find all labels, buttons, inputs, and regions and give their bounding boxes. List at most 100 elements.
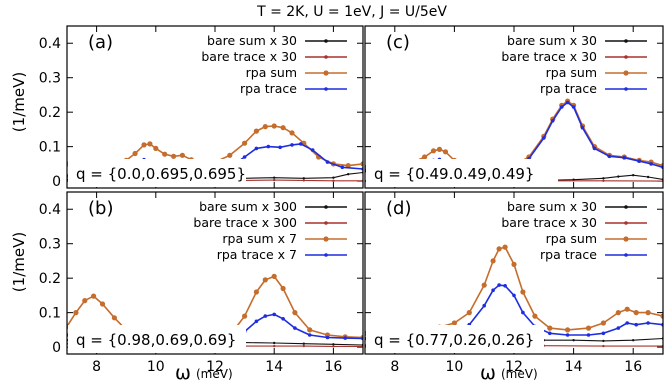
panel-d: 8 10 12 14 16 (d) q = {0.77,0.26,0.26} bare sum… xyxy=(364,191,664,375)
data-point xyxy=(227,152,233,158)
data-point xyxy=(572,339,575,342)
data-point xyxy=(547,325,553,331)
annotation-box xyxy=(366,159,558,187)
data-point xyxy=(542,136,546,140)
data-point xyxy=(325,335,330,340)
data-point xyxy=(302,179,305,182)
panel-label: (a) xyxy=(88,32,113,53)
data-point xyxy=(332,345,335,348)
y-tick-label: 0.4 xyxy=(39,202,61,218)
data-point xyxy=(302,177,305,180)
data-point xyxy=(592,146,597,151)
legend-label: rpa sum xyxy=(546,65,597,80)
legend-swatch-marker xyxy=(624,39,628,43)
data-point xyxy=(132,150,138,157)
q-vector-annotation: q = {0.49.0.49,0.49} xyxy=(374,165,534,183)
data-point xyxy=(601,331,606,336)
data-point xyxy=(111,315,117,321)
legend-swatch-marker xyxy=(624,253,628,257)
legend-swatch-marker xyxy=(623,236,629,242)
data-point xyxy=(622,155,627,160)
data-point xyxy=(496,246,502,252)
legend-label: bare sum x 30 xyxy=(207,33,297,48)
y-tick-label: 0.3 xyxy=(39,71,61,87)
x-tick-label: 10 xyxy=(445,359,463,375)
data-point xyxy=(307,327,313,333)
data-point xyxy=(565,333,570,337)
data-point xyxy=(532,313,538,319)
legend-swatch-marker xyxy=(624,87,628,91)
data-point xyxy=(548,331,552,336)
x-tick-label: 8 xyxy=(390,359,399,375)
data-point xyxy=(289,130,295,136)
data-point xyxy=(310,148,315,152)
data-point xyxy=(290,143,294,147)
x-tick-label: 16 xyxy=(324,359,342,375)
data-point xyxy=(482,303,487,308)
data-point xyxy=(302,342,305,345)
data-point xyxy=(273,344,276,348)
data-point xyxy=(299,142,303,146)
legend-label: rpa sum x 7 xyxy=(222,231,297,246)
data-point xyxy=(490,258,496,264)
legend-label: bare trace x 30 xyxy=(201,49,297,64)
q-vector-annotation: q = {0.77,0.26,0.26} xyxy=(374,331,534,349)
data-point xyxy=(254,146,259,151)
x-tick-label: 12 xyxy=(206,359,224,375)
y-tick-label: 0.2 xyxy=(39,105,61,121)
data-point xyxy=(262,277,268,283)
x-tick-label: 12 xyxy=(505,359,523,375)
data-point xyxy=(602,179,605,182)
data-point xyxy=(153,145,159,151)
data-point xyxy=(141,142,147,148)
data-point xyxy=(442,149,449,155)
data-point xyxy=(602,344,605,348)
data-point xyxy=(162,151,168,157)
data-point xyxy=(99,301,106,307)
data-point xyxy=(272,312,277,317)
data-point xyxy=(466,310,472,316)
data-point xyxy=(281,317,285,321)
data-point xyxy=(307,333,312,337)
annotation-box xyxy=(68,159,246,187)
legend-swatch-marker xyxy=(324,87,328,91)
legend-swatch-marker xyxy=(624,205,628,209)
legend-swatch-marker xyxy=(324,221,328,225)
data-point xyxy=(278,145,282,150)
x-tick-label: 10 xyxy=(147,359,165,375)
legend-label: bare trace x 30 xyxy=(501,49,597,64)
data-point xyxy=(633,310,639,316)
data-point xyxy=(646,321,650,325)
data-point xyxy=(273,178,276,182)
data-point xyxy=(645,310,651,316)
data-point xyxy=(436,146,443,152)
data-point xyxy=(242,313,248,319)
legend-label: bare trace x 300 xyxy=(193,215,297,230)
data-point xyxy=(632,174,635,177)
data-point xyxy=(625,321,629,325)
data-point xyxy=(502,244,508,250)
data-point xyxy=(332,343,335,346)
panel-label: (b) xyxy=(88,198,113,219)
data-point xyxy=(559,105,564,109)
data-point xyxy=(332,179,335,182)
data-point xyxy=(242,155,247,159)
legend-swatch-marker xyxy=(624,221,628,225)
legend-swatch-marker xyxy=(323,236,329,242)
data-point xyxy=(293,326,297,330)
panel-a: 0 0.1 0.2 0.3 0.4 (a) q = {0.0,0.695,0.695} bar… xyxy=(39,25,364,190)
data-point xyxy=(565,100,570,105)
annotation-box xyxy=(366,325,544,353)
legend-label: rpa trace xyxy=(240,81,297,96)
series-line xyxy=(365,100,663,170)
data-point xyxy=(649,162,653,166)
y-tick-label: 0.1 xyxy=(39,140,61,156)
data-point xyxy=(82,298,88,304)
annotation-box xyxy=(68,325,246,353)
y-axis-label-top: (1/meV) xyxy=(10,72,28,132)
legend-swatch-marker xyxy=(324,55,328,59)
y-tick-label: 0.2 xyxy=(39,271,61,287)
data-point xyxy=(497,283,501,287)
data-point xyxy=(273,341,276,345)
